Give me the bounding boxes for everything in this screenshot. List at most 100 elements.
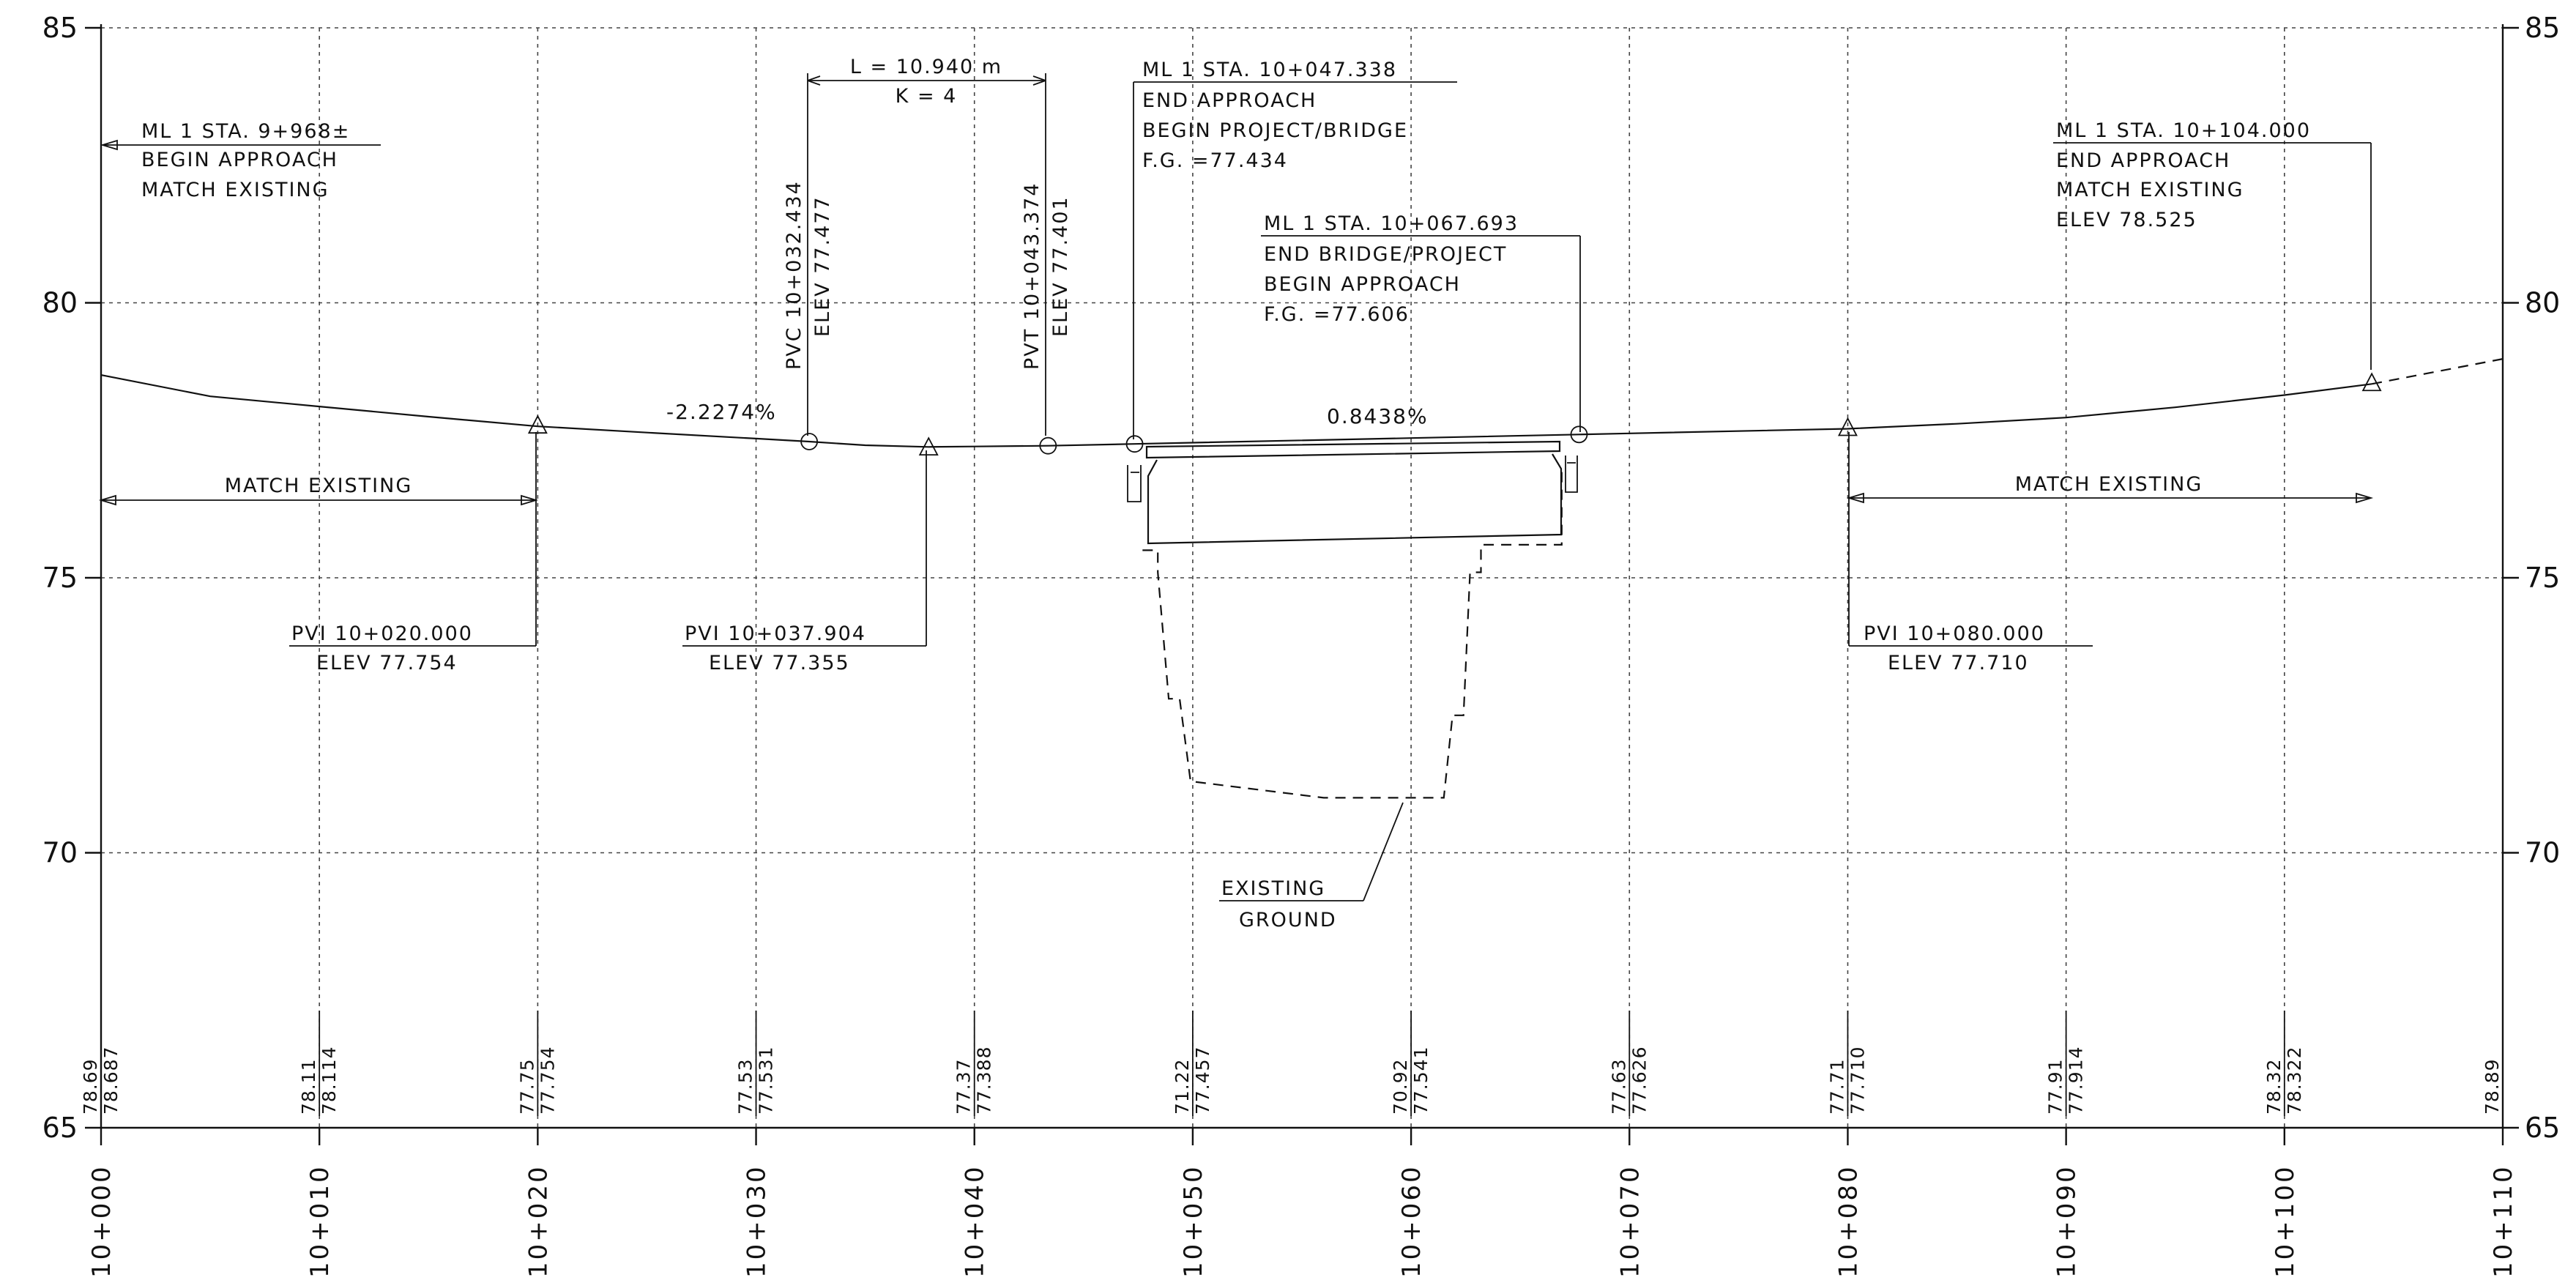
axes: 85 85 80 80 75 75 70 70 65 65 10+000 10+010 10+020 10… (42, 12, 2561, 1278)
x-tick-label: 10+070 (1615, 1164, 1645, 1278)
begin-bridge-note-line-3: BEGIN PROJECT/BRIDGE (1142, 119, 1408, 142)
pvi-triangle-marker (2361, 372, 2382, 392)
match-existing-left: MATCH EXISTING (98, 475, 539, 506)
pvt-label: PVT 10+043.374 ELEV 77.401 (1021, 182, 1072, 370)
proposed-elevation-label: 78.687 (100, 1046, 122, 1115)
x-tick-label: 10+040 (961, 1164, 990, 1278)
begin-bridge-note-line-1: ML 1 STA. 10+047.338 (1142, 59, 1397, 81)
existing-elevation-label: 77.63 (1608, 1058, 1629, 1115)
x-tick-label: 10+100 (2271, 1164, 2300, 1278)
end-bridge-note-line-2: END BRIDGE/PROJECT (1264, 243, 1507, 266)
end-bridge-note: ML 1 STA. 10+067.693 END BRIDGE/PROJECT … (1261, 212, 1581, 432)
curve-point-circle-marker (1570, 425, 1588, 444)
existing-ground-line (1142, 467, 1563, 799)
proposed-elevation-label: 77.457 (1192, 1046, 1213, 1115)
existing-ground-label-line-2: GROUND (1239, 909, 1337, 931)
proposed-elevation-label: 77.914 (2066, 1046, 2087, 1115)
x-tick-label: 10+030 (742, 1164, 772, 1278)
x-tick-label: 10+080 (1834, 1164, 1863, 1278)
pvi-1-label: PVI 10+020.000 (291, 622, 473, 645)
y-tick-label-right: 70 (2525, 837, 2560, 869)
pvi-3-label: PVI 10+080.000 (1864, 622, 2045, 645)
y-tick-label-left: 75 (42, 562, 78, 594)
end-approach-note-line-4: ELEV 78.525 (2056, 209, 2197, 231)
grid (101, 27, 2503, 1128)
end-bridge-note-line-3: BEGIN APPROACH (1264, 273, 1461, 296)
y-tick-label-right: 75 (2525, 562, 2560, 594)
pvc-station-label: PVC 10+032.434 (783, 180, 805, 370)
end-bridge-note-line-4: F.G. =77.606 (1264, 303, 1410, 326)
begin-approach-note-line-2: BEGIN APPROACH (141, 149, 338, 171)
curve-point-circle-marker (1039, 436, 1057, 455)
existing-grade-extension (2371, 358, 2504, 385)
bridge-girder (1147, 453, 1563, 545)
begin-approach-note: ML 1 STA. 9+968± BEGIN APPROACH MATCH EX… (100, 120, 381, 201)
existing-elevation-label: 78.69 (80, 1058, 101, 1115)
match-existing-right: MATCH EXISTING (1846, 473, 2374, 504)
bridge-abutment-right (1565, 455, 1578, 493)
existing-elevation-label: 77.71 (1826, 1058, 1847, 1115)
pvt-elev-label: ELEV 77.401 (1049, 196, 1072, 337)
end-bridge-note-line-1: ML 1 STA. 10+067.693 (1264, 212, 1519, 235)
match-existing-left-label: MATCH EXISTING (225, 475, 413, 497)
begin-bridge-note: ML 1 STA. 10+047.338 END APPROACH BEGIN … (1133, 59, 1457, 439)
curve-length-label: L = 10.940 m (850, 56, 1002, 78)
grade-label-right: 0.8438% (1327, 404, 1429, 428)
existing-elevation-label: 78.89 (2482, 1058, 2503, 1115)
elevation-labels: 78.69 78.687 78.11 78.114 77.75 77.754 77.53 77… (80, 1011, 2503, 1116)
proposed-elevation-label: 77.626 (1628, 1046, 1650, 1115)
proposed-elevation-label: 77.710 (1847, 1046, 1868, 1115)
proposed-elevation-label: 77.541 (1410, 1046, 1432, 1115)
begin-approach-note-line-3: MATCH EXISTING (141, 179, 330, 201)
curve-point-circle-marker (1125, 435, 1144, 453)
pvi-2-callout: PVI 10+037.904 ELEV 77.355 (682, 450, 927, 674)
x-tick-label: 10+090 (2052, 1164, 2082, 1278)
existing-elevation-label: 77.37 (953, 1058, 975, 1115)
curve-point-circle-marker (800, 433, 819, 450)
pvi-1-elev: ELEV 77.754 (316, 652, 458, 674)
y-tick-label-right: 65 (2525, 1112, 2560, 1144)
pvc-elev-label: ELEV 77.477 (811, 196, 834, 337)
x-tick-label: 10+000 (87, 1164, 116, 1278)
pvi-triangle-marker (527, 414, 548, 434)
vertical-curve-dimension: L = 10.940 m K = 4 (807, 56, 1046, 436)
grade-label-left: -2.2274% (666, 400, 777, 424)
pvi-triangle-marker (1837, 417, 1858, 436)
bridge-deck (1145, 440, 1561, 459)
pvi-1-callout: PVI 10+020.000 ELEV 77.754 (289, 432, 537, 674)
x-tick-label: 10+020 (524, 1164, 553, 1278)
existing-ground-label-line-1: EXISTING (1221, 877, 1325, 900)
y-tick-label-right: 80 (2525, 287, 2560, 319)
curve-k-label: K = 4 (896, 85, 958, 108)
bridge-abutment-left (1127, 465, 1142, 502)
begin-bridge-note-line-4: F.G. =77.434 (1142, 149, 1288, 172)
x-tick-label: 10+110 (2489, 1164, 2518, 1278)
existing-elevation-label: 77.53 (735, 1058, 756, 1115)
begin-bridge-note-line-2: END APPROACH (1142, 89, 1317, 112)
end-approach-note-line-3: MATCH EXISTING (2056, 179, 2244, 201)
x-tick-label: 10+010 (305, 1164, 335, 1278)
profile-markers (527, 372, 2382, 456)
existing-elevation-label: 78.11 (298, 1058, 319, 1115)
y-tick-label-left: 85 (42, 12, 78, 44)
proposed-elevation-label: 77.754 (537, 1046, 558, 1115)
x-tick-label: 10+060 (1397, 1164, 1426, 1278)
end-approach-note: ML 1 STA. 10+104.000 END APPROACH MATCH … (2053, 119, 2372, 370)
y-tick-label-left: 65 (42, 1112, 78, 1144)
y-tick-label-left: 70 (42, 837, 78, 869)
pvi-3-callout: PVI 10+080.000 ELEV 77.710 (1848, 432, 2093, 674)
existing-elevation-label: 77.75 (516, 1058, 537, 1115)
y-tick-label-left: 80 (42, 287, 78, 319)
match-existing-right-label: MATCH EXISTING (2015, 473, 2203, 496)
finished-grade-line (100, 374, 2372, 448)
proposed-elevation-label: 78.114 (319, 1046, 340, 1115)
pvi-3-elev: ELEV 77.710 (1888, 652, 2029, 674)
pvi-2-label: PVI 10+037.904 (685, 622, 866, 645)
proposed-elevation-label: 77.531 (756, 1046, 777, 1115)
proposed-elevation-label: 78.322 (2284, 1046, 2305, 1115)
bridge-structure (1127, 440, 1578, 545)
end-approach-note-line-2: END APPROACH (2056, 149, 2230, 172)
existing-elevation-label: 77.91 (2045, 1058, 2066, 1115)
existing-elevation-label: 70.92 (1390, 1058, 1411, 1115)
